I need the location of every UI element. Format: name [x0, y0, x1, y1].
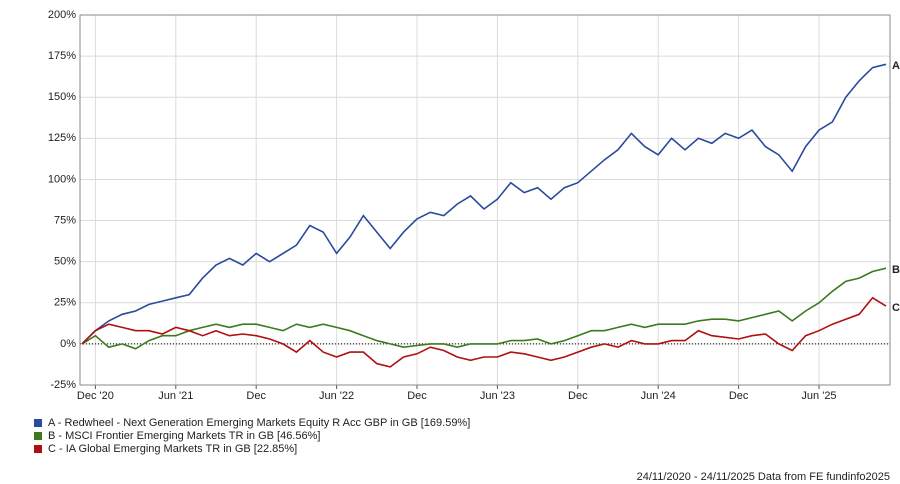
series-line — [81, 63, 887, 345]
legend-swatch — [34, 445, 42, 453]
x-tick-label: Dec — [407, 390, 427, 402]
plot-frame — [79, 14, 891, 386]
footer: 24/11/2020 - 24/11/2025 Data from FE fun… — [637, 471, 890, 483]
y-tick-label: 175% — [48, 50, 76, 62]
x-tick-label: Dec — [568, 390, 588, 402]
x-tick-label: Jun '25 — [801, 390, 836, 402]
y-tick-label: 25% — [54, 297, 76, 309]
x-tick-label: Jun '24 — [641, 390, 676, 402]
legend-swatch — [34, 419, 42, 427]
end-label: A — [892, 60, 900, 72]
x-tick-label: Dec — [246, 390, 266, 402]
y-tick-label: 200% — [48, 9, 76, 21]
legend-label: B - MSCI Frontier Emerging Markets TR in… — [48, 430, 320, 442]
legend-swatch — [34, 432, 42, 440]
x-tick-label: Dec '20 — [77, 390, 114, 402]
x-tick-label: Jun '22 — [319, 390, 354, 402]
series-line — [81, 296, 887, 368]
legend-label: A - Redwheel - Next Generation Emerging … — [48, 417, 470, 429]
x-tick-label: Jun '23 — [480, 390, 515, 402]
y-tick-label: -25% — [50, 379, 76, 391]
end-label: B — [892, 264, 900, 276]
y-tick-label: 75% — [54, 214, 76, 226]
series-line — [81, 267, 887, 350]
y-tick-label: 50% — [54, 256, 76, 268]
y-tick-label: 125% — [48, 132, 76, 144]
y-tick-label: 0% — [60, 338, 76, 350]
x-tick-label: Dec — [729, 390, 749, 402]
y-tick-label: 150% — [48, 91, 76, 103]
y-tick-label: 100% — [48, 173, 76, 185]
legend-label: C - IA Global Emerging Markets TR in GB … — [48, 443, 297, 455]
x-tick-label: Jun '21 — [158, 390, 193, 402]
end-label: C — [892, 302, 900, 314]
